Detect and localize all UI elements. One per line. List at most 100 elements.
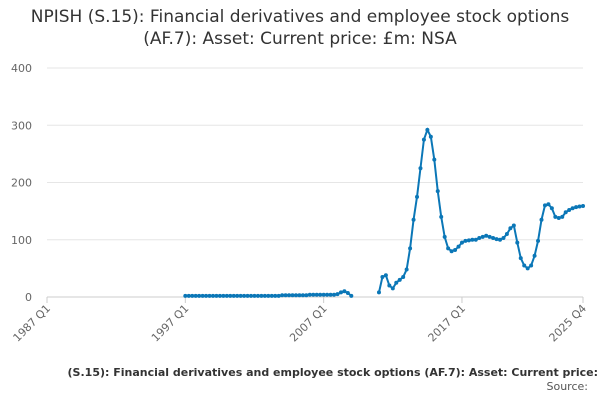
x-tick-label: 2017 Q1 <box>426 302 469 345</box>
marker <box>259 293 264 298</box>
marker <box>459 240 464 245</box>
marker <box>183 293 188 298</box>
source: Source: <box>546 380 589 393</box>
marker <box>556 215 561 220</box>
marker <box>408 246 413 251</box>
y-tick-label: 300 <box>11 119 32 132</box>
marker <box>349 293 354 298</box>
marker <box>300 293 305 298</box>
marker <box>466 238 471 243</box>
marker <box>546 202 551 207</box>
marker <box>536 238 541 243</box>
marker <box>314 292 319 297</box>
marker <box>255 293 260 298</box>
marker <box>390 286 395 291</box>
marker <box>383 273 388 278</box>
marker <box>411 217 416 222</box>
marker <box>231 293 236 298</box>
marker <box>197 293 202 298</box>
marker <box>456 244 461 249</box>
marker <box>283 293 288 298</box>
marker <box>397 277 402 282</box>
x-tick-label: 1997 Q1 <box>149 302 192 345</box>
marker <box>321 292 326 297</box>
chart-title: NPISH (S.15): Financial derivatives and … <box>30 7 570 49</box>
marker <box>380 274 385 279</box>
marker <box>525 266 530 271</box>
x-tick-label: 1987 Q1 <box>11 302 54 345</box>
marker <box>376 290 381 295</box>
marker <box>293 293 298 298</box>
marker <box>432 157 437 162</box>
marker <box>214 293 219 298</box>
marker <box>342 289 347 294</box>
marker <box>487 234 492 239</box>
marker <box>425 127 430 132</box>
marker <box>549 206 554 211</box>
marker <box>242 293 247 298</box>
marker <box>338 290 343 295</box>
marker <box>249 293 254 298</box>
marker <box>491 236 496 241</box>
marker <box>532 253 537 258</box>
marker <box>418 166 423 171</box>
marker <box>280 293 285 298</box>
marker <box>473 237 478 242</box>
x-tick-label: 2025 Q4 <box>547 302 590 345</box>
marker <box>428 134 433 139</box>
marker <box>252 293 257 298</box>
marker <box>515 240 520 245</box>
x-tick-label: 2007 Q1 <box>287 302 330 345</box>
footer-title: (S.15): Financial derivatives and employ… <box>67 366 598 379</box>
marker <box>273 293 278 298</box>
marker <box>449 249 454 254</box>
marker <box>228 293 233 298</box>
marker <box>193 293 198 298</box>
marker <box>221 293 226 298</box>
marker <box>311 292 316 297</box>
marker <box>332 292 337 297</box>
y-tick-label: 200 <box>11 177 32 190</box>
marker <box>480 234 485 239</box>
marker <box>266 293 271 298</box>
y-tick-label: 400 <box>11 62 32 75</box>
marker <box>345 290 350 295</box>
marker <box>498 237 503 242</box>
marker <box>529 263 534 268</box>
marker <box>318 292 323 297</box>
marker <box>442 234 447 239</box>
marker <box>210 293 215 298</box>
line <box>377 127 584 293</box>
marker <box>276 293 281 298</box>
marker <box>186 293 191 298</box>
marker <box>304 293 309 298</box>
marker <box>570 206 575 211</box>
marker <box>577 204 582 209</box>
marker <box>504 232 509 237</box>
marker <box>217 293 222 298</box>
marker <box>207 293 212 298</box>
marker <box>325 292 330 297</box>
marker <box>307 292 312 297</box>
marker <box>567 207 572 212</box>
marker <box>453 248 458 253</box>
marker <box>470 237 475 242</box>
marker <box>287 293 292 298</box>
marker <box>394 280 399 285</box>
marker <box>404 267 409 272</box>
marker <box>539 217 544 222</box>
marker <box>190 293 195 298</box>
marker <box>335 292 340 297</box>
y-tick-label: 100 <box>11 234 32 247</box>
marker <box>235 293 240 298</box>
y-tick-label: 0 <box>25 291 32 304</box>
marker <box>439 214 444 219</box>
marker <box>518 256 523 261</box>
marker <box>262 293 267 298</box>
marker <box>501 236 506 241</box>
marker <box>563 210 568 215</box>
marker <box>421 137 426 142</box>
marker <box>328 292 333 297</box>
marker <box>511 223 516 228</box>
